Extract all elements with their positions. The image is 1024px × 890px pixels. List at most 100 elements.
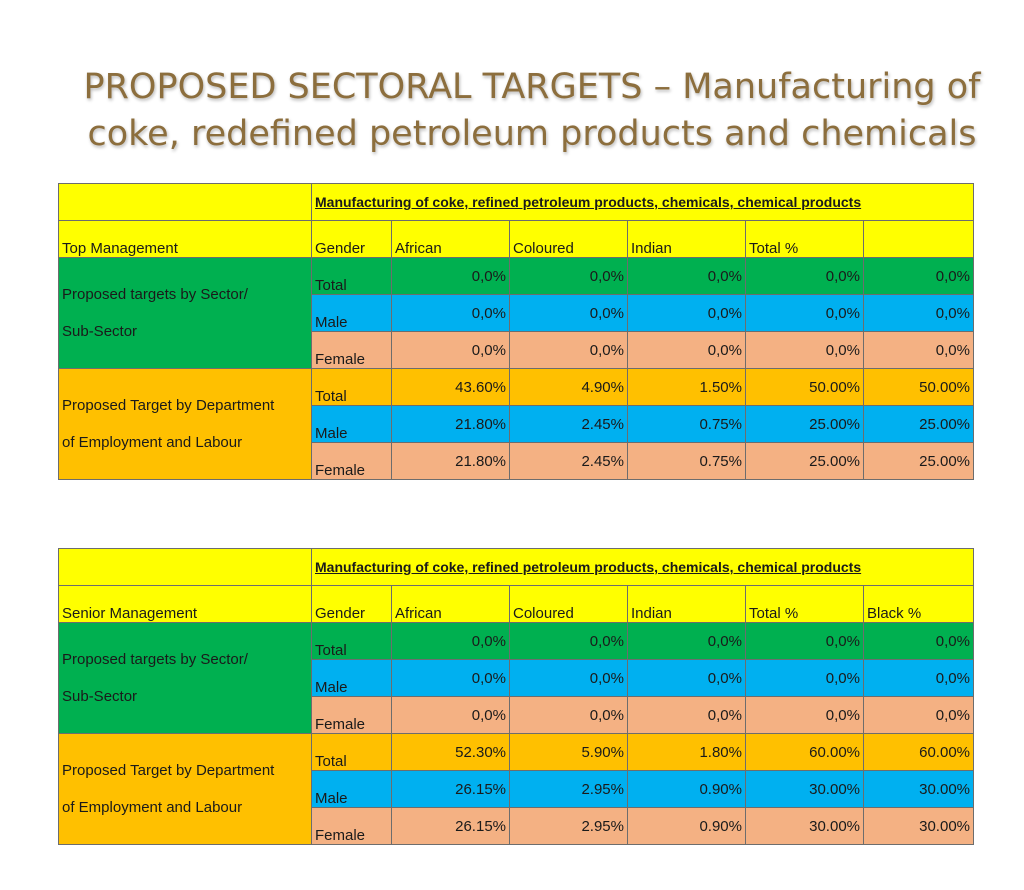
value-cell: 4.90% — [509, 368, 628, 406]
column-header: Coloured — [509, 220, 628, 258]
value-cell: 0,0% — [391, 622, 510, 660]
value-cell: 0,0% — [391, 331, 510, 369]
value-cell: 25.00% — [863, 405, 974, 443]
value-cell: 5.90% — [509, 733, 628, 771]
gender-cell: Female — [311, 807, 392, 845]
gender-cell: Female — [311, 442, 392, 480]
group-label: Proposed targets by Sector/Sub-Sector — [58, 622, 312, 734]
management-level: Senior Management — [58, 585, 312, 623]
group-label: Proposed Target by Department of Employme… — [58, 368, 312, 480]
value-cell: 21.80% — [391, 442, 510, 480]
table-row: Male 0,0% 0,0% 0,0% 0,0% 0,0% — [59, 294, 974, 332]
value-cell: 0,0% — [863, 622, 974, 660]
sector-heading: Manufacturing of coke, refined petroleum… — [311, 183, 974, 221]
column-header: Total % — [745, 585, 864, 623]
value-cell: 30.00% — [745, 770, 864, 808]
group-label-line2: Sub-Sector — [62, 688, 138, 705]
gender-cell: Male — [311, 294, 392, 332]
slide-title-line1: PROPOSED SECTORAL TARGETS – Manufacturin… — [83, 67, 981, 107]
group-label: Proposed targets by Sector/Sub-Sector — [58, 257, 312, 369]
value-cell: 21.80% — [391, 405, 510, 443]
table-row: Female 0,0% 0,0% 0,0% 0,0% 0,0% — [59, 696, 974, 734]
value-cell: 0,0% — [627, 696, 746, 734]
column-header-row: Top Management Gender African Coloured India… — [58, 220, 974, 258]
column-header: Total % — [745, 220, 864, 258]
table-row: Male 21.80% 2.45% 0.75% 25.00% 25.00% — [59, 405, 974, 443]
value-cell: 50.00% — [863, 368, 974, 406]
value-cell: 0.75% — [627, 405, 746, 443]
heading-blank-cell — [58, 548, 312, 586]
value-cell: 0,0% — [863, 659, 974, 697]
value-cell: 0,0% — [863, 696, 974, 734]
value-cell: 43.60% — [391, 368, 510, 406]
value-cell: 25.00% — [745, 405, 864, 443]
gender-cell: Male — [311, 770, 392, 808]
sector-heading-row: Manufacturing of coke, refined petroleum… — [58, 183, 974, 221]
value-cell: 25.00% — [863, 442, 974, 480]
value-cell: 0,0% — [391, 294, 510, 332]
slide-title-line2: coke, redefined petroleum products and c… — [87, 114, 977, 154]
table-row: Male 26.15% 2.95% 0.90% 30.00% 30.00% — [59, 770, 974, 808]
gender-cell: Total — [311, 368, 392, 406]
value-cell: 50.00% — [745, 368, 864, 406]
gender-cell: Total — [311, 733, 392, 771]
value-cell: 2.45% — [509, 405, 628, 443]
value-cell: 0,0% — [509, 331, 628, 369]
group-label-line1: Proposed targets by Sector/ — [62, 651, 248, 668]
gender-cell: Total — [311, 257, 392, 295]
value-cell: 2.95% — [509, 770, 628, 808]
value-cell: 30.00% — [863, 807, 974, 845]
value-cell: 0,0% — [627, 294, 746, 332]
table-row: Female 0,0% 0,0% 0,0% 0,0% 0,0% — [59, 331, 974, 369]
value-cell: 0,0% — [863, 331, 974, 369]
value-cell: 0,0% — [745, 659, 864, 697]
value-cell: 26.15% — [391, 770, 510, 808]
group-label-line1: Proposed Target by Department — [62, 397, 275, 414]
column-header: African — [391, 585, 510, 623]
value-cell: 0,0% — [627, 659, 746, 697]
top-management-table: Manufacturing of coke, refined petroleum… — [58, 183, 974, 480]
value-cell: 0,0% — [863, 257, 974, 295]
gender-cell: Female — [311, 696, 392, 734]
column-header: Gender — [311, 585, 392, 623]
value-cell: 0.90% — [627, 807, 746, 845]
value-cell: 52.30% — [391, 733, 510, 771]
column-header: Indian — [627, 585, 746, 623]
value-cell: 1.50% — [627, 368, 746, 406]
column-header: African — [391, 220, 510, 258]
value-cell: 0,0% — [627, 622, 746, 660]
column-header: Gender — [311, 220, 392, 258]
value-cell: 60.00% — [863, 733, 974, 771]
value-cell: 0,0% — [391, 257, 510, 295]
value-cell: 26.15% — [391, 807, 510, 845]
value-cell: 0,0% — [509, 659, 628, 697]
value-cell: 1.80% — [627, 733, 746, 771]
table-row: Proposed targets by Sector/Sub-Sector Tot… — [58, 622, 974, 734]
gender-cell: Male — [311, 659, 392, 697]
value-cell: 0,0% — [745, 257, 864, 295]
value-cell: 0,0% — [863, 294, 974, 332]
value-cell: 2.45% — [509, 442, 628, 480]
group-label-line2: Sub-Sector — [62, 323, 138, 340]
column-header: Coloured — [509, 585, 628, 623]
value-cell: 60.00% — [745, 733, 864, 771]
table-row: Proposed Target by Department of Employme… — [58, 368, 974, 480]
table-row: Male 0,0% 0,0% 0,0% 0,0% 0,0% — [59, 659, 974, 697]
gender-cell: Male — [311, 405, 392, 443]
table-row: Proposed Target by Department of Employme… — [58, 733, 974, 845]
slide-title: PROPOSED SECTORAL TARGETS – Manufacturin… — [40, 64, 1024, 158]
column-header-row: Senior Management Gender African Coloured In… — [58, 585, 974, 623]
heading-blank-cell — [58, 183, 312, 221]
value-cell: 0,0% — [745, 331, 864, 369]
senior-management-table: Manufacturing of coke, refined petroleum… — [58, 548, 974, 845]
value-cell: 0,0% — [745, 622, 864, 660]
value-cell: 30.00% — [745, 807, 864, 845]
value-cell: 0,0% — [391, 696, 510, 734]
sector-heading: Manufacturing of coke, refined petroleum… — [311, 548, 974, 586]
group-label-line2: of Employment and Labour — [62, 799, 243, 816]
value-cell: 0,0% — [509, 622, 628, 660]
value-cell: 2.95% — [509, 807, 628, 845]
value-cell: 0.90% — [627, 770, 746, 808]
value-cell: 0,0% — [745, 294, 864, 332]
table-row: Female 21.80% 2.45% 0.75% 25.00% 25.00% — [59, 442, 974, 480]
